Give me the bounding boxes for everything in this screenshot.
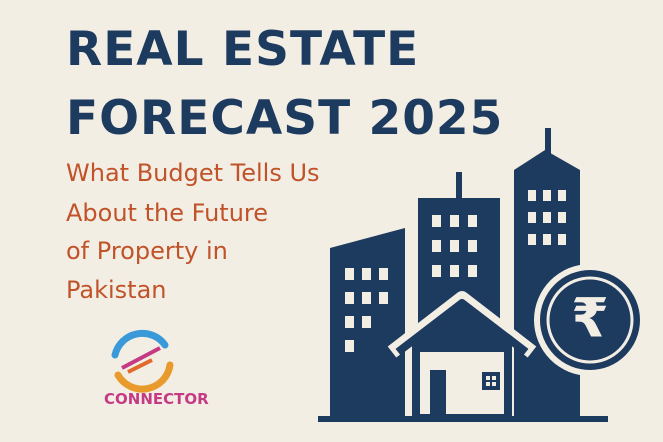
- title-line: FORECAST 2025: [66, 91, 503, 146]
- logo-text: CONNECTOR: [104, 390, 209, 408]
- buildings-illustration: [318, 128, 646, 422]
- subtitle-line: What Budget Tells Us: [66, 159, 320, 187]
- subtitle-line: Pakistan: [66, 276, 167, 304]
- subtitle-line: of Property in: [66, 237, 228, 265]
- subtitle-line: About the Future: [66, 199, 268, 227]
- currency-symbol: ₹: [571, 287, 609, 350]
- title-line: REAL ESTATE: [66, 22, 419, 77]
- logo-mark: [111, 329, 174, 393]
